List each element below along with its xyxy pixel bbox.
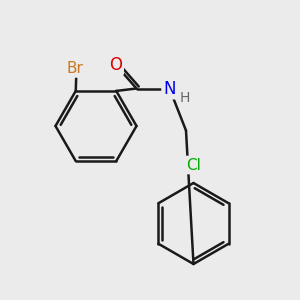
Text: Br: Br [67, 61, 83, 76]
Text: Cl: Cl [186, 158, 201, 172]
Text: H: H [179, 91, 190, 104]
Text: O: O [109, 56, 122, 74]
Text: N: N [163, 80, 176, 98]
